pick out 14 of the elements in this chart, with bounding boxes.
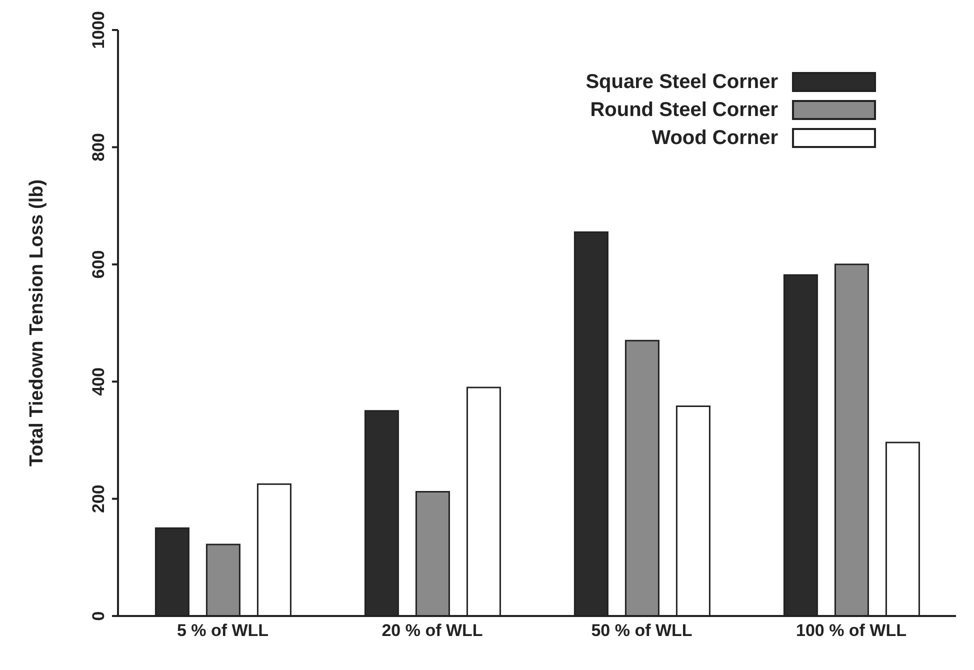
x-tick-label: 100 % of WLL (796, 621, 907, 640)
legend-label: Wood Corner (652, 126, 778, 150)
x-tick-label: 50 % of WLL (591, 621, 692, 640)
y-tick-label: 400 (89, 367, 108, 396)
x-tick-label: 5 % of WLL (176, 621, 269, 640)
x-tick-label: 20 % of WLL (382, 621, 483, 640)
legend-label: Round Steel Corner (590, 98, 778, 122)
y-tick-label: 0 (89, 611, 108, 621)
y-tick-label: 200 (89, 484, 108, 513)
legend-label: Square Steel Corner (586, 70, 778, 94)
y-axis-title: Total Tiedown Tension Loss (lb) (26, 179, 48, 467)
y-tick-label: 1000 (89, 11, 108, 49)
y-tick-label: 600 (89, 250, 108, 279)
y-tick-label: 800 (89, 133, 108, 162)
